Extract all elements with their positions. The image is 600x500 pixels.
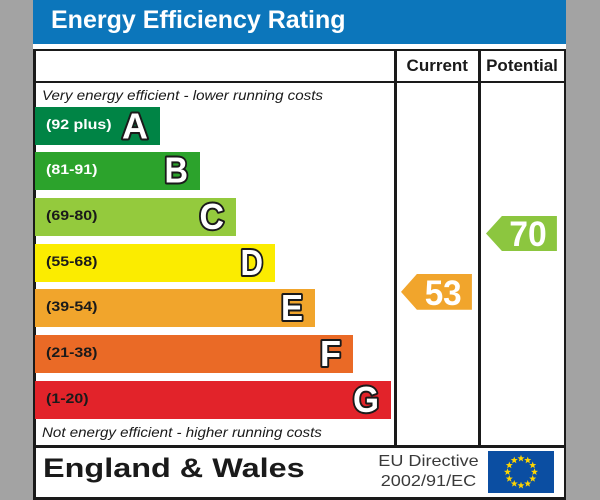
- svg-text:53: 53: [424, 274, 461, 310]
- svg-text:E: E: [281, 289, 303, 327]
- svg-text:B: B: [165, 152, 189, 190]
- svg-text:D: D: [241, 244, 264, 282]
- svg-text:F: F: [320, 335, 341, 373]
- svg-text:A: A: [122, 107, 148, 145]
- svg-text:G: G: [353, 381, 379, 419]
- svg-text:C: C: [200, 198, 225, 236]
- svg-text:70: 70: [509, 216, 547, 252]
